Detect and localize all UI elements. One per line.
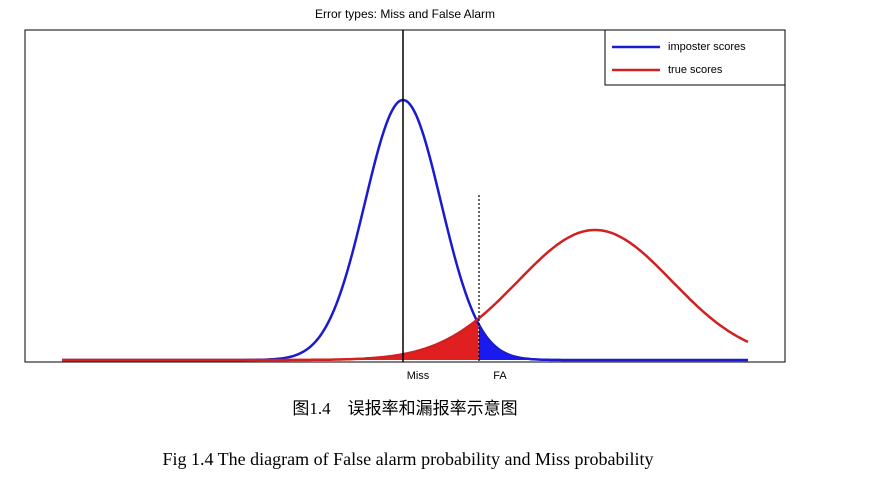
caption-en: Fig 1.4 The diagram of False alarm proba… [162, 449, 653, 469]
plot-frame [24, 29, 786, 363]
legend-label: true scores [668, 64, 723, 76]
imposter-curve [62, 98, 748, 362]
caption-cn: 图1.4 误报率和漏报率示意图 [292, 399, 517, 418]
legend [604, 29, 786, 86]
miss-label: Miss [407, 370, 430, 382]
fa-label: FA [493, 370, 507, 382]
true-curve [62, 228, 749, 362]
legend-label: imposter scores [668, 41, 746, 53]
chart-title: Error types: Miss and False Alarm [315, 7, 495, 21]
false-alarm-area [479, 324, 600, 360]
miss-area [300, 319, 479, 360]
